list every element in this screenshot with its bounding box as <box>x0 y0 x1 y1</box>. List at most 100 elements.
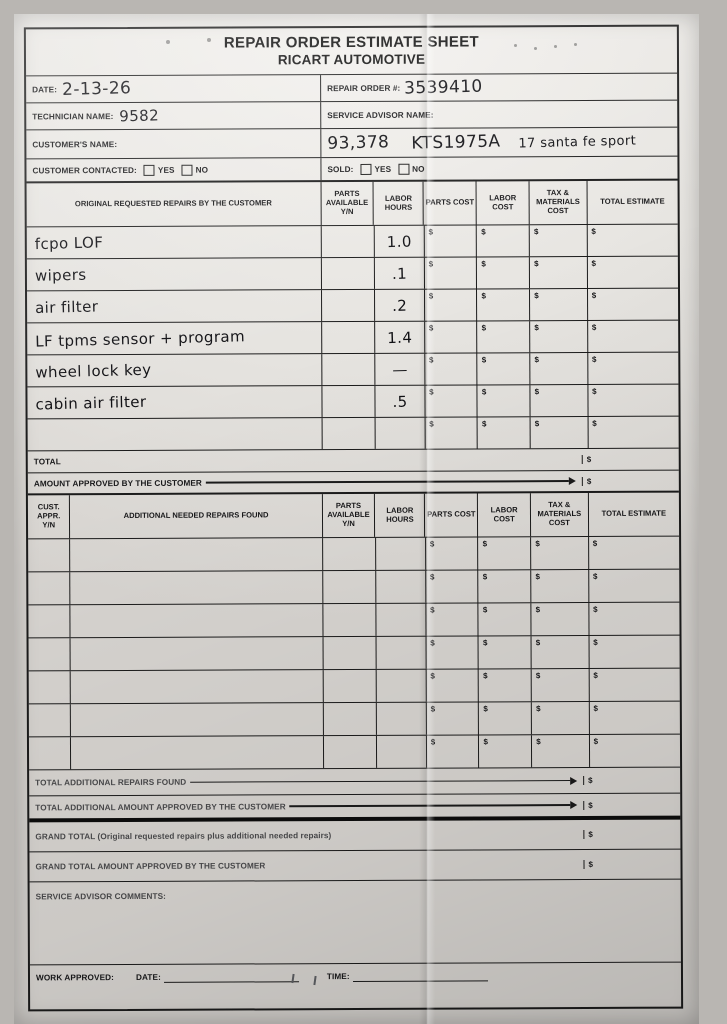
sold-yes-checkbox[interactable] <box>360 163 372 175</box>
labor-hours-cell[interactable]: .5 <box>374 385 425 417</box>
parts-cost-cell[interactable]: $ <box>423 257 477 289</box>
tax-materials-cell[interactable]: $ <box>529 384 588 417</box>
tax-materials-cell[interactable]: $ <box>530 668 589 702</box>
parts-cost-cell[interactable]: $ <box>424 417 478 449</box>
labor-cost-cell[interactable]: $ <box>478 669 532 702</box>
parts-available-cell[interactable] <box>321 385 375 418</box>
labor-cost-cell[interactable]: $ <box>477 417 530 449</box>
parts-available-cell[interactable] <box>321 321 375 354</box>
tax-materials-cell[interactable]: $ <box>529 416 588 449</box>
technician-field[interactable]: TECHNICIAN NAME: 9582 <box>26 102 320 129</box>
tax-materials-cell[interactable]: $ <box>528 224 587 257</box>
parts-available-cell[interactable] <box>320 257 374 290</box>
labor-cost-cell[interactable]: $ <box>476 257 530 289</box>
labor-hours-cell[interactable]: 1.0 <box>373 225 424 257</box>
total-estimate-cell[interactable]: $ <box>587 569 680 602</box>
labor-hours-cell[interactable] <box>375 603 426 636</box>
repair-description-cell[interactable]: air filter <box>27 290 321 322</box>
cust-appr-cell[interactable] <box>29 671 71 703</box>
repair-description-cell[interactable] <box>69 571 323 605</box>
parts-available-cell[interactable] <box>321 417 375 450</box>
total-estimate-cell[interactable]: $ <box>586 320 679 352</box>
tax-materials-cell[interactable]: $ <box>529 288 587 321</box>
parts-cost-cell[interactable]: $ <box>423 353 477 385</box>
cust-appr-cell[interactable] <box>29 638 71 670</box>
service-advisor-field[interactable]: SERVICE ADVISOR NAME: <box>320 100 678 129</box>
parts-available-cell[interactable] <box>322 636 376 670</box>
cust-appr-cell[interactable] <box>29 704 71 736</box>
parts-available-cell[interactable] <box>322 537 376 571</box>
parts-available-cell[interactable] <box>322 603 376 637</box>
total-additional-approved-value-cell[interactable]: $ <box>583 800 681 810</box>
total-estimate-cell[interactable]: $ <box>586 288 679 320</box>
parts-available-cell[interactable] <box>321 289 374 322</box>
labor-hours-cell[interactable] <box>375 735 426 768</box>
parts-available-cell[interactable] <box>322 570 376 604</box>
labor-hours-cell[interactable]: — <box>374 353 425 385</box>
parts-cost-cell[interactable]: $ <box>423 225 477 257</box>
total-estimate-cell[interactable]: $ <box>586 352 679 384</box>
total-estimate-cell[interactable]: $ <box>588 734 681 767</box>
parts-cost-cell[interactable]: $ <box>424 537 478 570</box>
tax-materials-cell[interactable]: $ <box>529 320 587 353</box>
comments-input-area[interactable] <box>29 901 681 966</box>
cust-appr-cell[interactable] <box>28 572 70 604</box>
repair-order-field[interactable]: REPAIR ORDER #: 3539410 <box>320 73 678 102</box>
repair-description-cell[interactable] <box>69 538 323 572</box>
work-approved-time-input[interactable] <box>352 969 488 983</box>
total-estimate-cell[interactable]: $ <box>587 536 680 569</box>
tax-materials-cell[interactable]: $ <box>531 701 589 735</box>
tax-materials-cell[interactable]: $ <box>531 734 589 768</box>
total-estimate-cell[interactable]: $ <box>587 384 679 416</box>
labor-cost-cell[interactable]: $ <box>478 735 532 768</box>
labor-hours-cell[interactable]: .1 <box>373 257 424 289</box>
contacted-yes-checkbox[interactable] <box>143 164 155 176</box>
date-field[interactable]: DATE: 2-13-26 <box>26 75 320 102</box>
parts-available-cell[interactable] <box>320 225 374 258</box>
tax-materials-cell[interactable]: $ <box>530 536 588 570</box>
amount-approved-value-cell[interactable]: $ <box>581 476 679 486</box>
parts-available-cell[interactable] <box>322 702 376 736</box>
cust-appr-cell[interactable] <box>28 605 70 637</box>
repair-description-cell[interactable] <box>28 418 322 450</box>
labor-hours-cell[interactable] <box>375 636 426 669</box>
labor-hours-cell[interactable] <box>375 702 426 735</box>
repair-description-cell[interactable] <box>70 703 324 737</box>
tax-materials-cell[interactable]: $ <box>529 352 588 385</box>
parts-available-cell[interactable] <box>321 353 375 386</box>
total-estimate-cell[interactable]: $ <box>588 668 680 701</box>
parts-cost-cell[interactable]: $ <box>425 603 478 636</box>
customer-name-field[interactable]: CUSTOMER'S NAME: <box>26 129 320 158</box>
repair-description-cell[interactable]: wheel lock key <box>27 354 321 386</box>
repair-description-cell[interactable] <box>69 637 323 671</box>
total-estimate-cell[interactable]: $ <box>588 602 680 635</box>
total-estimate-cell[interactable]: $ <box>587 416 679 448</box>
labor-cost-cell[interactable]: $ <box>476 321 530 353</box>
parts-cost-cell[interactable]: $ <box>425 735 479 768</box>
repair-description-cell[interactable] <box>69 604 323 638</box>
repair-description-cell[interactable] <box>70 736 324 770</box>
labor-hours-cell[interactable] <box>374 417 425 449</box>
labor-hours-cell[interactable]: .2 <box>373 289 424 321</box>
total-estimate-cell[interactable]: $ <box>586 224 678 256</box>
labor-cost-cell[interactable]: $ <box>477 570 531 603</box>
labor-cost-cell[interactable]: $ <box>477 603 531 636</box>
labor-cost-cell[interactable]: $ <box>476 353 530 385</box>
labor-cost-cell[interactable]: $ <box>478 636 531 669</box>
repair-description-cell[interactable]: fcpo LOF <box>27 226 321 258</box>
parts-cost-cell[interactable]: $ <box>425 702 479 735</box>
labor-hours-cell[interactable] <box>375 570 426 603</box>
tax-materials-cell[interactable]: $ <box>530 635 589 669</box>
labor-cost-cell[interactable]: $ <box>476 385 530 417</box>
cust-appr-cell[interactable] <box>29 737 71 769</box>
repair-description-cell[interactable]: LF tpms sensor + program <box>27 322 321 354</box>
tax-materials-cell[interactable]: $ <box>530 602 589 636</box>
total-estimate-cell[interactable]: $ <box>588 635 680 668</box>
work-approved-date-input[interactable] <box>163 970 299 983</box>
total-additional-found-value-cell[interactable]: $ <box>583 775 681 786</box>
tax-materials-cell[interactable]: $ <box>529 256 587 289</box>
repair-description-cell[interactable]: cabin air filter <box>27 386 321 418</box>
parts-available-cell[interactable] <box>322 669 376 703</box>
labor-cost-cell[interactable]: $ <box>476 289 530 321</box>
parts-cost-cell[interactable]: $ <box>425 636 479 669</box>
